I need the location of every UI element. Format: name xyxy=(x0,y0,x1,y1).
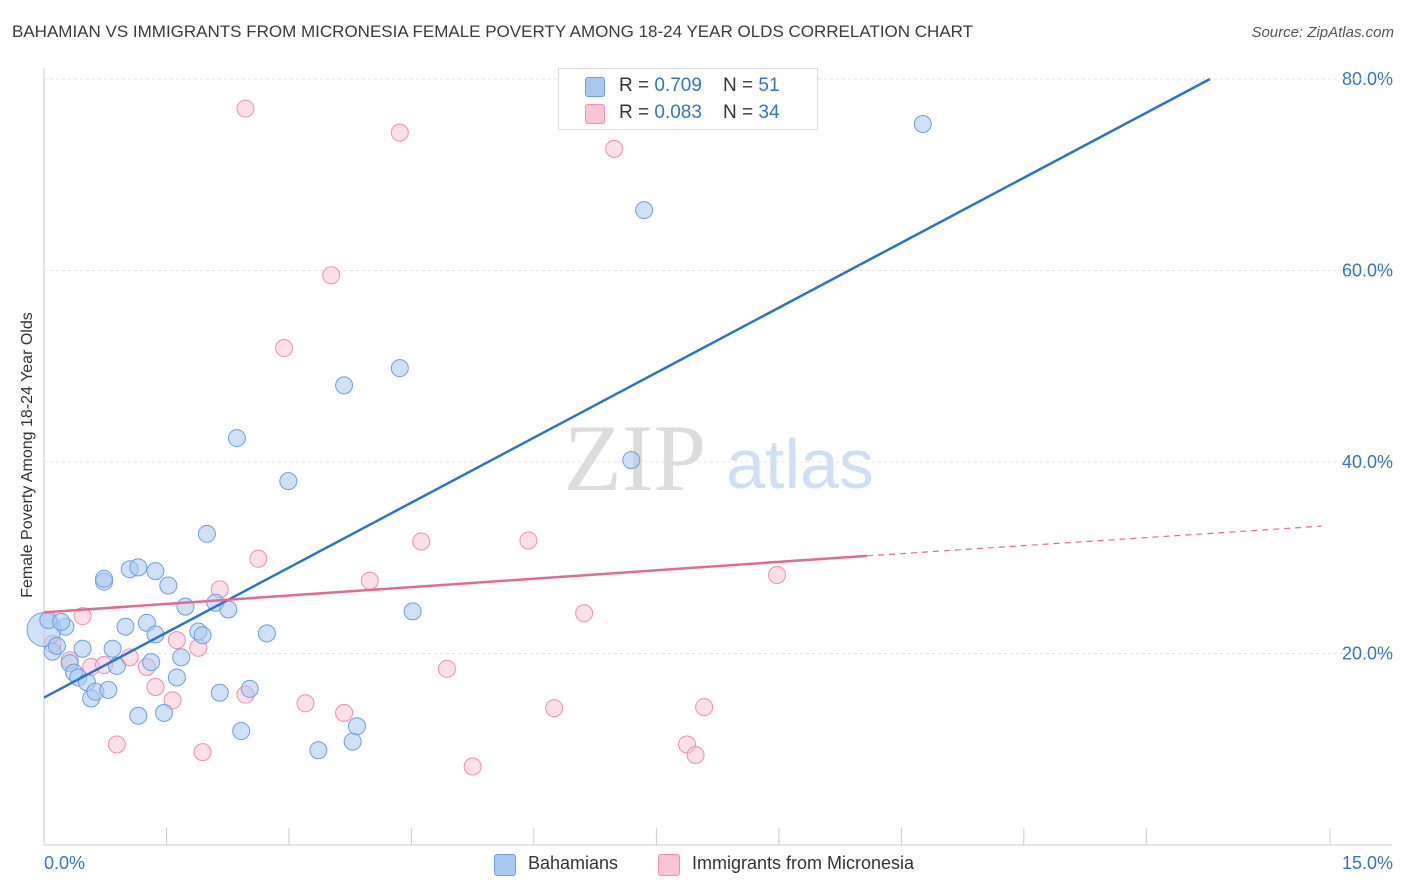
data-point xyxy=(172,648,191,667)
data-point xyxy=(73,607,92,626)
data-point xyxy=(335,376,354,395)
data-point xyxy=(686,745,705,764)
data-point xyxy=(296,694,315,713)
trendline-micronesia xyxy=(43,554,868,614)
data-point xyxy=(210,683,229,702)
series-bahamians xyxy=(26,115,932,760)
data-point xyxy=(309,741,328,760)
chart-title: BAHAMIAN VS IMMIGRANTS FROM MICRONESIA F… xyxy=(12,22,974,41)
n-label: N = xyxy=(723,75,759,96)
data-point xyxy=(463,757,482,776)
data-point xyxy=(142,653,161,672)
n-value: 51 xyxy=(758,75,780,96)
n-label: N = xyxy=(723,102,759,123)
data-point xyxy=(360,571,379,590)
data-point xyxy=(605,139,624,158)
data-point xyxy=(146,678,165,697)
x-tick-label: 15.0% xyxy=(1342,853,1393,873)
data-point xyxy=(347,717,366,736)
data-point xyxy=(279,472,298,491)
y-tick-label: 40.0% xyxy=(1342,452,1393,472)
data-point xyxy=(163,691,182,710)
data-point xyxy=(545,699,564,718)
data-point xyxy=(236,99,255,118)
data-point xyxy=(768,565,787,584)
data-point xyxy=(107,735,126,754)
data-point xyxy=(913,115,932,134)
r-label: R = xyxy=(619,75,655,96)
r-label: R = xyxy=(619,102,655,123)
data-point xyxy=(695,698,714,717)
data-point xyxy=(519,531,538,550)
data-point xyxy=(390,123,409,142)
data-point xyxy=(47,636,66,655)
data-point xyxy=(403,602,422,621)
data-point xyxy=(167,668,186,687)
data-point xyxy=(116,617,135,636)
data-point xyxy=(146,562,165,581)
data-point xyxy=(335,703,354,722)
data-point xyxy=(257,624,276,643)
bahamians-legend-swatch xyxy=(494,854,516,876)
micronesia-stats: R = 0.083 N = 34 xyxy=(619,102,780,124)
r-value: 0.083 xyxy=(654,102,702,123)
bahamians-swatch xyxy=(585,77,605,97)
data-point xyxy=(197,524,216,543)
y-tick-label: 80.0% xyxy=(1342,69,1393,89)
data-point xyxy=(227,429,246,448)
data-point xyxy=(155,703,174,722)
watermark-atlas: atlas xyxy=(726,425,874,503)
data-point xyxy=(129,558,148,577)
data-point xyxy=(52,612,71,631)
data-point xyxy=(249,549,268,568)
y-tick-label: 20.0% xyxy=(1342,644,1393,664)
data-point xyxy=(240,679,259,698)
micronesia-legend-label: Immigrants from Micronesia xyxy=(692,853,915,873)
data-point xyxy=(575,604,594,623)
n-value: 34 xyxy=(758,102,780,123)
data-point xyxy=(437,659,456,678)
data-point xyxy=(159,576,178,595)
data-point xyxy=(99,680,118,699)
stats-legend: R = 0.709 N = 51 R = 0.083 N = 34 xyxy=(558,68,818,130)
data-point xyxy=(167,631,186,650)
data-point xyxy=(275,339,294,358)
data-point xyxy=(622,451,641,470)
source-label: Source: ZipAtlas.com xyxy=(1251,24,1394,41)
data-point xyxy=(129,706,148,725)
data-point xyxy=(95,569,114,588)
data-point xyxy=(343,732,362,751)
micronesia-legend-swatch xyxy=(658,854,680,876)
data-point xyxy=(73,639,92,658)
trendline-bahamians xyxy=(43,77,1211,699)
data-point xyxy=(412,532,431,551)
data-point xyxy=(322,266,341,285)
trendline-micronesia-extension xyxy=(867,525,1322,557)
y-tick-label: 60.0% xyxy=(1342,261,1393,281)
x-tick-label: 0.0% xyxy=(44,853,85,873)
data-point xyxy=(193,743,212,762)
data-point xyxy=(103,639,122,658)
bahamians-legend-label: Bahamians xyxy=(528,853,619,873)
data-point xyxy=(232,722,251,741)
r-value: 0.709 xyxy=(654,75,702,96)
micronesia-swatch xyxy=(585,104,605,124)
data-point xyxy=(193,626,212,645)
data-point xyxy=(635,201,654,220)
data-point xyxy=(390,359,409,378)
data-point xyxy=(176,597,195,616)
bahamians-stats: R = 0.709 N = 51 xyxy=(619,75,780,97)
